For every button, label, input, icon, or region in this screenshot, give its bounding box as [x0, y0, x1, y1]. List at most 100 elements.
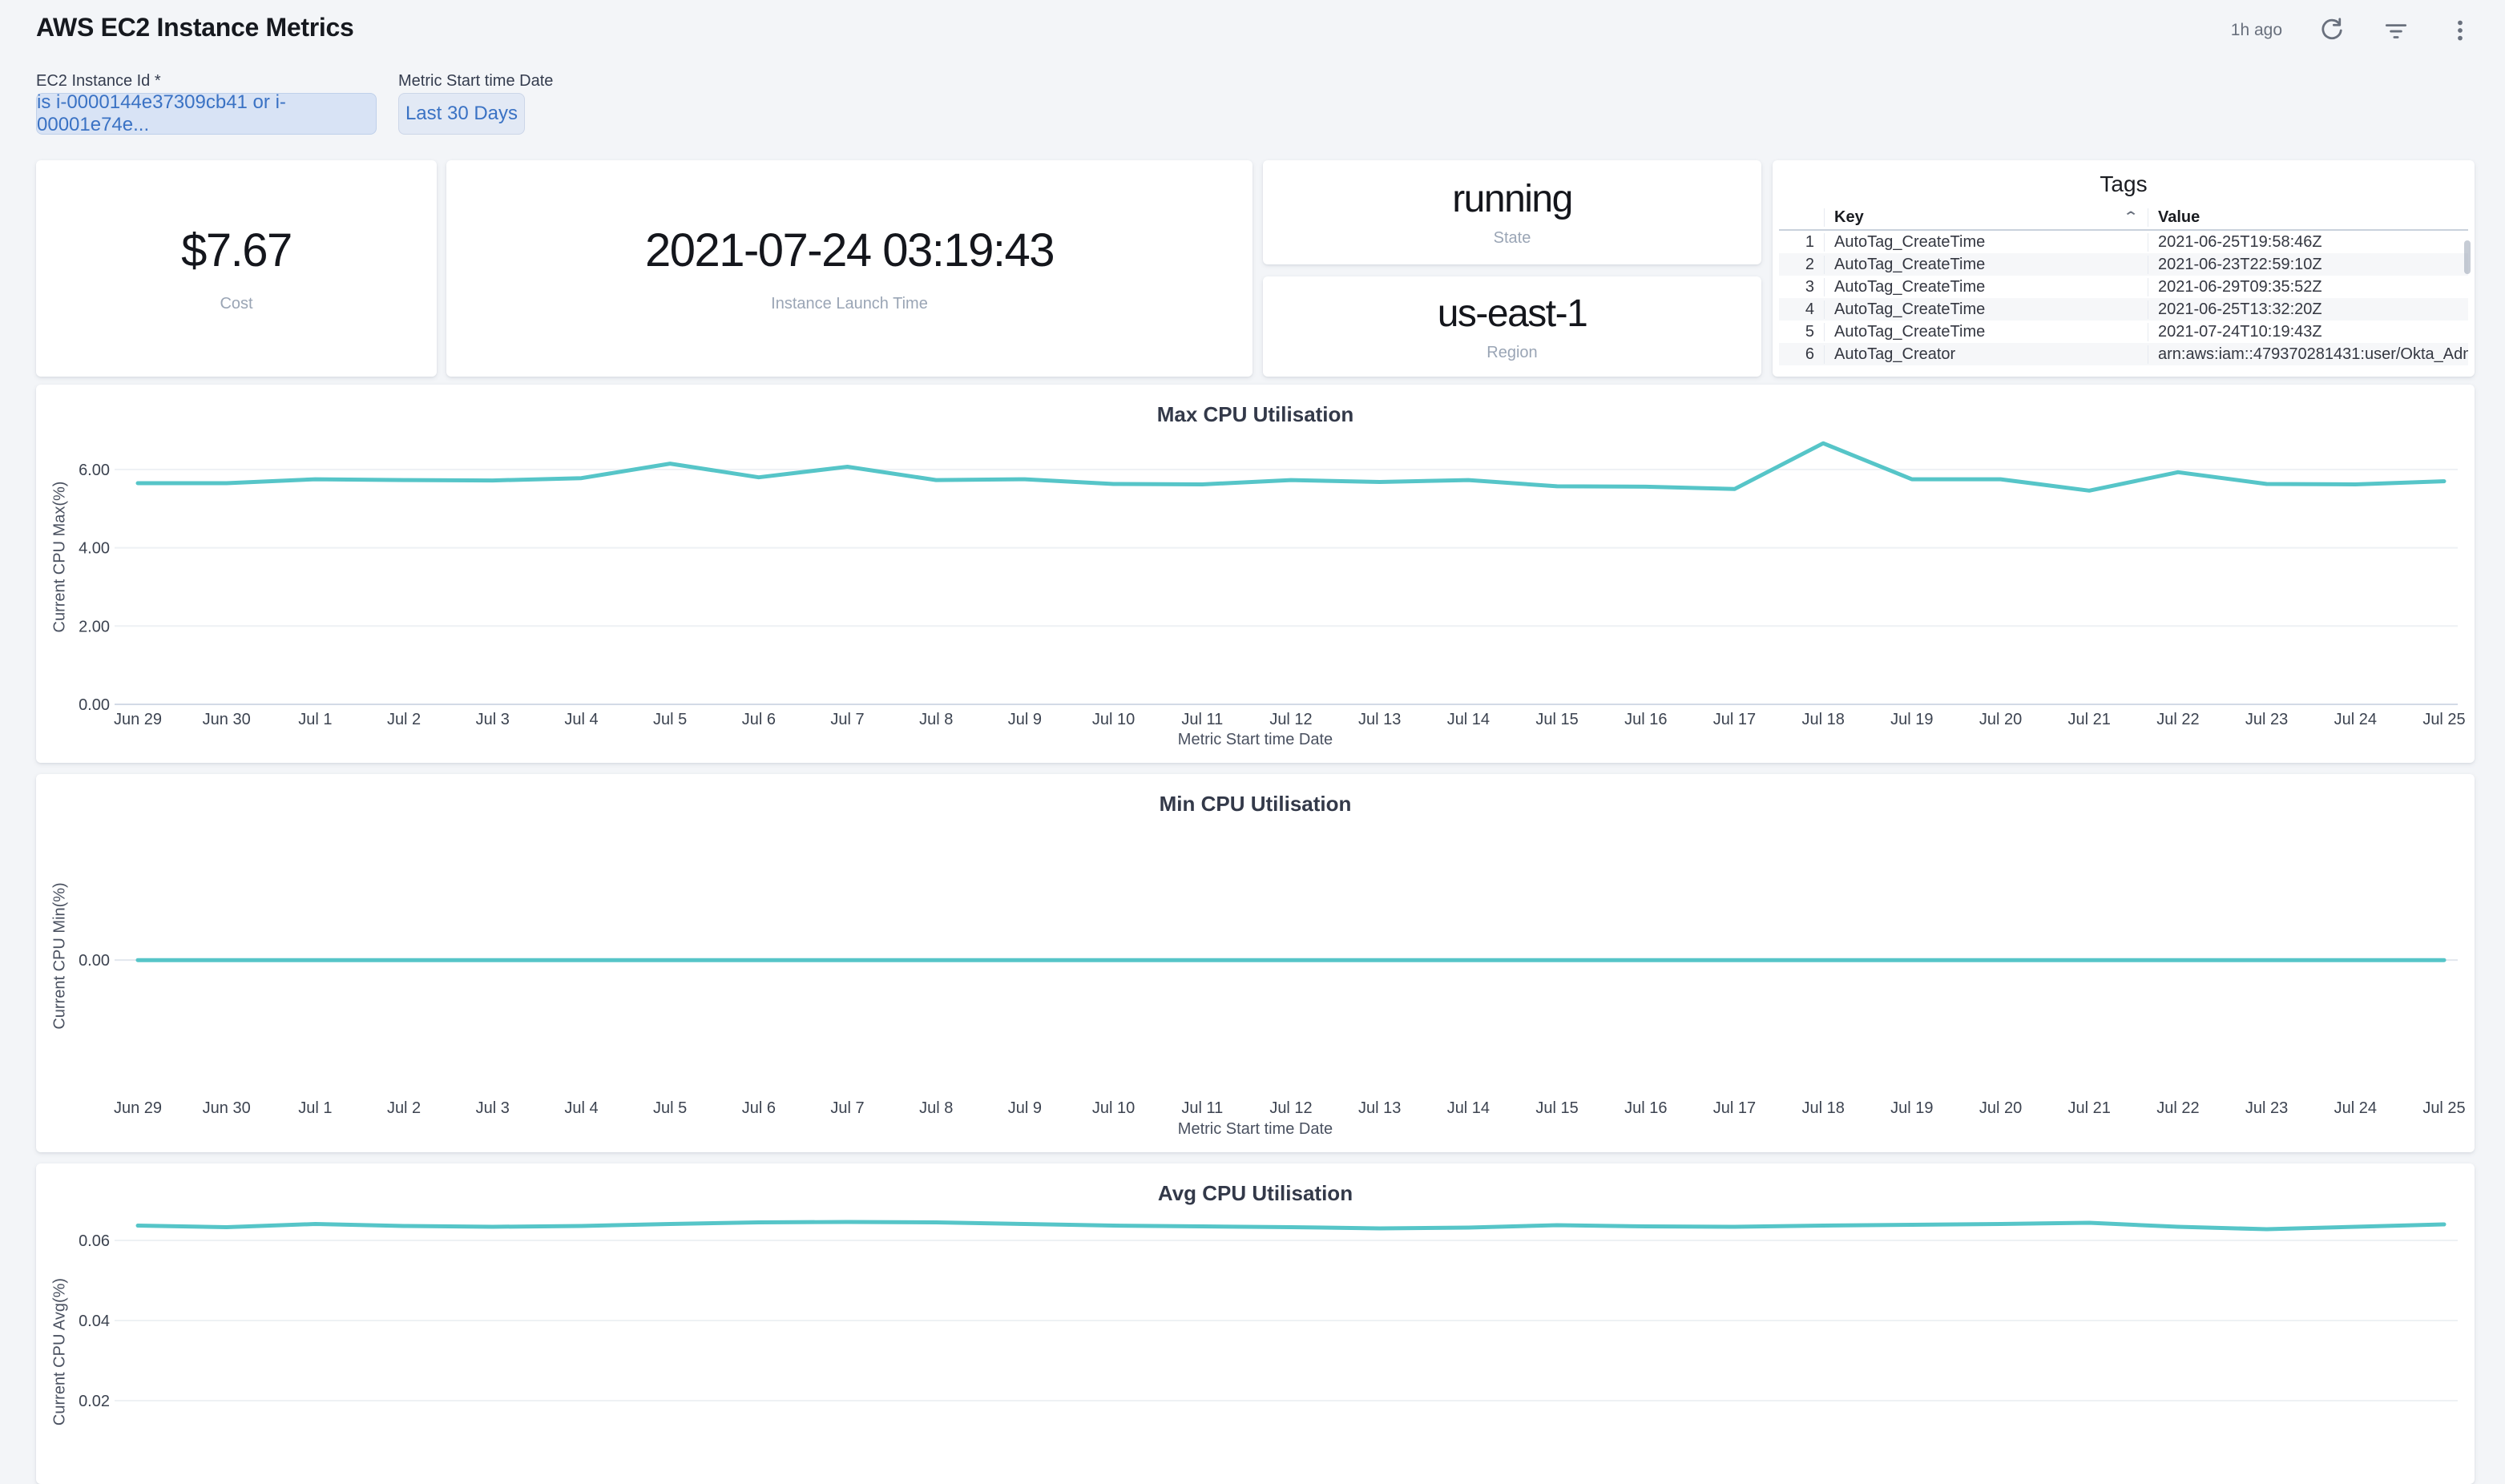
tag-value: 2021-06-23T22:59:10Z: [2148, 255, 2468, 274]
column-header-value[interactable]: Value: [2148, 208, 2468, 227]
chart-panel-max-cpu: 0.00 2.00 4.00 6.00 Jun 29 Jun 30 Jul 1 Jul 2 Ju…: [36, 385, 2475, 763]
max-cpu-chart-title: Max CPU Utilisation: [1156, 402, 1354, 426]
svg-text:0.02: 0.02: [79, 1393, 110, 1410]
region-value: us-east-1: [1437, 292, 1588, 335]
svg-text:Jul 18: Jul 18: [1801, 1099, 1844, 1117]
svg-text:Jul 21: Jul 21: [2068, 1099, 2111, 1117]
row-index: 5: [1805, 322, 1814, 341]
svg-text:Jul 5: Jul 5: [653, 711, 687, 728]
svg-text:Jul 25: Jul 25: [2422, 1099, 2465, 1117]
svg-text:0.04: 0.04: [79, 1313, 110, 1330]
svg-text:Jul 6: Jul 6: [742, 1099, 776, 1117]
svg-text:Jul 23: Jul 23: [2245, 1099, 2288, 1117]
table-row: 4 AutoTag_CreateTime 2021-06-25T13:32:20Z: [1779, 298, 2468, 321]
svg-text:Jul 2: Jul 2: [387, 1099, 421, 1117]
tag-value: arn:aws:iam::479370281431:user/Okta_Admi…: [2148, 345, 2468, 364]
svg-text:Jul 14: Jul 14: [1447, 711, 1490, 728]
svg-text:Jul 10: Jul 10: [1092, 711, 1135, 728]
max-cpu-line-chart: 0.00 2.00 4.00 6.00 Jun 29 Jun 30 Jul 1 Jul 2 Ju…: [79, 441, 2466, 728]
svg-text:Jul 20: Jul 20: [1979, 711, 2022, 728]
tag-key: AutoTag_CreateTime: [1824, 322, 2148, 341]
page-title: AWS EC2 Instance Metrics: [36, 13, 354, 42]
svg-text:Jul 18: Jul 18: [1801, 711, 1844, 728]
svg-text:Jul 11: Jul 11: [1181, 711, 1223, 728]
svg-text:Jun 30: Jun 30: [203, 711, 251, 728]
svg-text:0.06: 0.06: [79, 1232, 110, 1250]
svg-text:Jul 25: Jul 25: [2422, 711, 2465, 728]
svg-text:Jul 9: Jul 9: [1008, 1099, 1042, 1117]
svg-text:Jul 22: Jul 22: [2156, 1099, 2199, 1117]
tag-key: AutoTag_CreateTime: [1824, 255, 2148, 274]
svg-text:Jun 30: Jun 30: [203, 1099, 251, 1117]
svg-text:Jul 7: Jul 7: [830, 1099, 864, 1117]
svg-text:Jun 29: Jun 29: [114, 1099, 162, 1117]
table-row: 1 AutoTag_CreateTime 2021-06-25T19:58:46Z: [1779, 231, 2468, 253]
svg-text:Jul 19: Jul 19: [1890, 1099, 1933, 1117]
sort-ascending-icon: ⌃: [2122, 209, 2139, 224]
table-row: 3 AutoTag_CreateTime 2021-06-29T09:35:52Z: [1779, 276, 2468, 298]
svg-text:Jul 3: Jul 3: [476, 711, 510, 728]
svg-text:Jul 19: Jul 19: [1890, 711, 1933, 728]
min-cpu-x-axis-title: Metric Start time Date: [1177, 1120, 1333, 1138]
metric-card-state: running State: [1263, 160, 1761, 264]
tags-table-header: Key ⌃ Value: [1779, 205, 2468, 231]
svg-text:Jul 17: Jul 17: [1713, 711, 1756, 728]
last-updated-badge: 1h ago: [2230, 21, 2282, 39]
cost-value: $7.67: [181, 224, 292, 276]
row-index: 3: [1805, 277, 1814, 296]
svg-text:Jul 5: Jul 5: [653, 1099, 687, 1117]
svg-text:Jul 23: Jul 23: [2245, 711, 2288, 728]
instance-id-filter-pill[interactable]: is i-0000144e37309cb41 or i-00001e74e...: [36, 91, 377, 135]
svg-text:Jul 16: Jul 16: [1624, 711, 1667, 728]
svg-text:0.00: 0.00: [79, 696, 110, 714]
svg-text:Jul 9: Jul 9: [1008, 711, 1042, 728]
filter-icon[interactable]: [2382, 16, 2410, 45]
svg-text:Jul 3: Jul 3: [476, 1099, 510, 1117]
kebab-menu-icon[interactable]: [2446, 16, 2475, 45]
column-header-key[interactable]: Key ⌃: [1824, 208, 2148, 227]
kebab-menu-icon: [2458, 20, 2463, 41]
svg-text:Jul 21: Jul 21: [2068, 711, 2111, 728]
svg-text:Jul 24: Jul 24: [2334, 1099, 2377, 1117]
chart-panel-min-cpu: 0.00 Jun 29 Jun 30 Jul 1 Jul 2 Jul 3 Jul 4 Jul …: [36, 774, 2475, 1152]
avg-cpu-line-chart: 0.02 0.04 0.06: [79, 1220, 2458, 1410]
svg-text:Jul 4: Jul 4: [564, 1099, 598, 1117]
table-row: 5 AutoTag_CreateTime 2021-07-24T10:19:43Z: [1779, 321, 2468, 343]
svg-text:Jul 11: Jul 11: [1181, 1099, 1223, 1117]
instance-id-filter-label: EC2 Instance Id *: [36, 72, 161, 90]
tag-key: AutoTag_CreateTime: [1824, 232, 2148, 252]
svg-text:Jul 17: Jul 17: [1713, 1099, 1756, 1117]
svg-text:Jul 15: Jul 15: [1535, 1099, 1578, 1117]
time-range-button[interactable]: Last 30 Days: [398, 93, 525, 135]
svg-text:Jul 1: Jul 1: [298, 711, 332, 728]
tag-key: AutoTag_CreateTime: [1824, 277, 2148, 296]
value-column-label: Value: [2158, 208, 2200, 226]
max-cpu-y-axis-title: Current CPU Max(%): [50, 481, 69, 633]
svg-text:Jul 20: Jul 20: [1979, 1099, 2022, 1117]
svg-text:Jul 8: Jul 8: [919, 711, 953, 728]
tags-scrollbar-thumb[interactable]: [2464, 240, 2471, 274]
header-meta: 1h ago: [2231, 16, 2475, 45]
tags-table-body: 1 AutoTag_CreateTime 2021-06-25T19:58:46Z 2…: [1779, 231, 2468, 365]
state-value: running: [1452, 178, 1573, 220]
svg-text:Jul 4: Jul 4: [564, 711, 598, 728]
row-index: 1: [1805, 232, 1814, 251]
avg-cpu-chart-title: Avg CPU Utilisation: [1157, 1181, 1353, 1205]
svg-text:4.00: 4.00: [79, 540, 110, 558]
svg-text:Jul 22: Jul 22: [2156, 711, 2199, 728]
state-label: State: [1493, 229, 1531, 247]
launch-time-label: Instance Launch Time: [771, 295, 928, 313]
svg-text:6.00: 6.00: [79, 462, 110, 479]
min-cpu-y-axis-title: Current CPU Min(%): [50, 882, 69, 1030]
svg-text:Jul 14: Jul 14: [1447, 1099, 1490, 1117]
svg-text:Jul 24: Jul 24: [2334, 711, 2377, 728]
tag-value: 2021-06-29T09:35:52Z: [2148, 277, 2468, 296]
refresh-icon[interactable]: [2317, 16, 2346, 45]
min-cpu-line-chart: 0.00 Jun 29 Jun 30 Jul 1 Jul 2 Jul 3 Jul 4 Jul …: [79, 952, 2466, 1117]
svg-text:Jul 16: Jul 16: [1624, 1099, 1667, 1117]
region-label: Region: [1486, 343, 1538, 361]
tags-table: Key ⌃ Value 1 AutoTag_CreateTime 2021-06-2…: [1779, 205, 2468, 365]
cost-label: Cost: [220, 295, 253, 313]
svg-text:Jul 7: Jul 7: [830, 711, 864, 728]
table-row: 2 AutoTag_CreateTime 2021-06-23T22:59:10Z: [1779, 253, 2468, 276]
